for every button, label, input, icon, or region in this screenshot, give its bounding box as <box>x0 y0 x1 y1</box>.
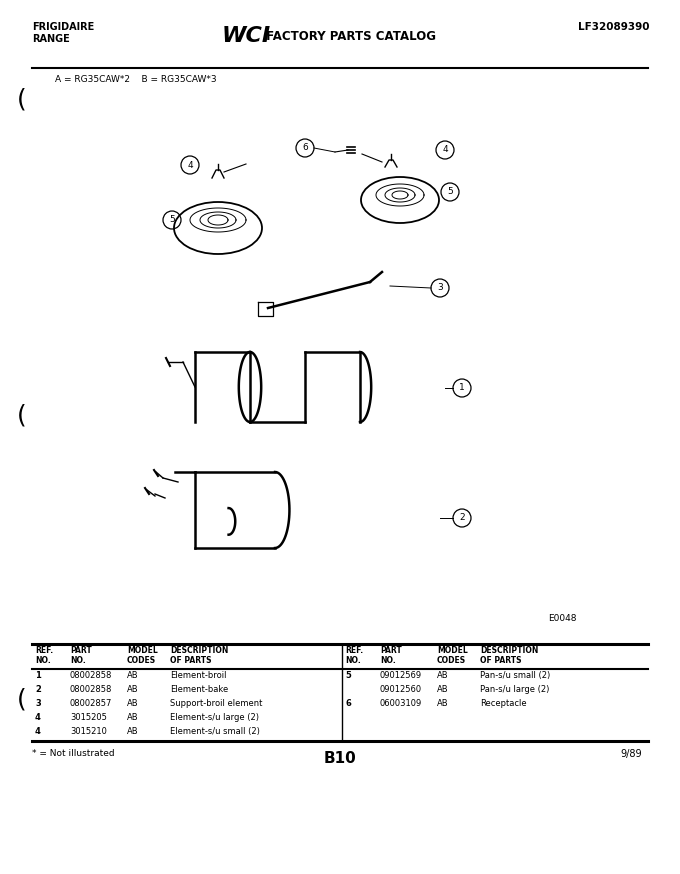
Text: DESCRIPTION
OF PARTS: DESCRIPTION OF PARTS <box>480 646 539 665</box>
Text: FACTORY PARTS CATALOG: FACTORY PARTS CATALOG <box>262 30 436 43</box>
Text: REF.
NO.: REF. NO. <box>35 646 53 665</box>
Text: (: ( <box>17 403 27 427</box>
Text: 6: 6 <box>345 699 351 708</box>
Text: Element-s/u small (2): Element-s/u small (2) <box>170 727 260 736</box>
Text: Pan-s/u small (2): Pan-s/u small (2) <box>480 671 550 680</box>
Text: (: ( <box>17 688 27 712</box>
Text: 4: 4 <box>35 727 41 736</box>
Text: AB: AB <box>127 727 139 736</box>
Text: 2: 2 <box>459 514 465 523</box>
Text: AB: AB <box>127 713 139 722</box>
Text: 1: 1 <box>35 671 41 680</box>
Text: LF32089390: LF32089390 <box>578 22 649 32</box>
Text: 5: 5 <box>447 188 453 197</box>
Text: FRIGIDAIRE
RANGE: FRIGIDAIRE RANGE <box>32 22 95 44</box>
Text: 06003109: 06003109 <box>380 699 422 708</box>
Text: AB: AB <box>127 685 139 694</box>
Text: AB: AB <box>127 699 139 708</box>
Text: PART
NO.: PART NO. <box>380 646 402 665</box>
Text: REF.
NO.: REF. NO. <box>345 646 363 665</box>
Text: 3: 3 <box>35 699 41 708</box>
Text: MODEL
CODES: MODEL CODES <box>437 646 468 665</box>
Text: AB: AB <box>437 685 449 694</box>
Text: MODEL
CODES: MODEL CODES <box>127 646 158 665</box>
Text: WCI: WCI <box>222 26 271 46</box>
Text: Receptacle: Receptacle <box>480 699 526 708</box>
Text: (: ( <box>17 88 27 112</box>
Text: Support-broil element: Support-broil element <box>170 699 262 708</box>
Text: 4: 4 <box>442 145 448 155</box>
Text: 2: 2 <box>35 685 41 694</box>
Text: 08002858: 08002858 <box>70 671 112 680</box>
Text: PART
NO.: PART NO. <box>70 646 92 665</box>
Text: Element-broil: Element-broil <box>170 671 226 680</box>
Text: 09012560: 09012560 <box>380 685 422 694</box>
Text: 6: 6 <box>302 143 308 152</box>
Text: Element-s/u large (2): Element-s/u large (2) <box>170 713 259 722</box>
Text: 08002858: 08002858 <box>70 685 112 694</box>
Text: AB: AB <box>437 699 449 708</box>
Text: AB: AB <box>127 671 139 680</box>
Text: AB: AB <box>437 671 449 680</box>
Text: A = RG35CAW*2    B = RG35CAW*3: A = RG35CAW*2 B = RG35CAW*3 <box>55 75 217 84</box>
Text: 09012569: 09012569 <box>380 671 422 680</box>
Text: Element-bake: Element-bake <box>170 685 228 694</box>
Text: 5: 5 <box>169 216 175 225</box>
Text: 08002857: 08002857 <box>70 699 112 708</box>
Text: 4: 4 <box>35 713 41 722</box>
Text: 3: 3 <box>437 283 443 293</box>
Text: 9/89: 9/89 <box>620 749 642 759</box>
Text: Pan-s/u large (2): Pan-s/u large (2) <box>480 685 549 694</box>
Text: 3015205: 3015205 <box>70 713 107 722</box>
Text: 4: 4 <box>187 161 193 170</box>
Text: DESCRIPTION
OF PARTS: DESCRIPTION OF PARTS <box>170 646 228 665</box>
Text: B10: B10 <box>324 751 356 766</box>
Text: * = Not illustrated: * = Not illustrated <box>32 749 115 758</box>
Text: 5: 5 <box>345 671 351 680</box>
Text: E0048: E0048 <box>548 614 577 623</box>
Text: 3015210: 3015210 <box>70 727 107 736</box>
Text: 1: 1 <box>459 384 465 392</box>
